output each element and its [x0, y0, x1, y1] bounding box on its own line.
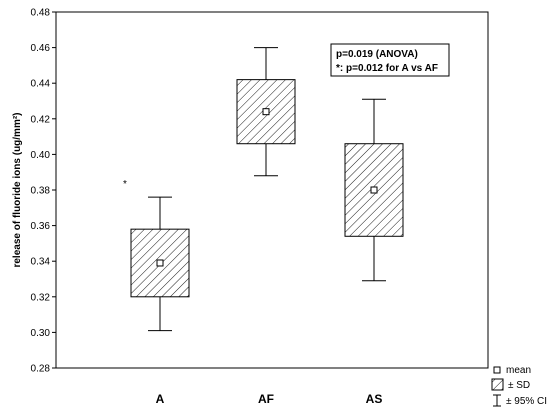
legend-sd-symbol [491, 378, 504, 391]
y-tick-label: 0.30 [31, 328, 51, 339]
mean-marker [156, 259, 164, 267]
box-group-as [344, 98, 404, 282]
category-label: A [156, 392, 165, 406]
y-tick-label: 0.46 [31, 43, 51, 54]
annotation-box: p=0.019 (ANOVA) *: p=0.012 for A vs AF [330, 43, 450, 77]
y-tick-label: 0.44 [31, 79, 51, 90]
legend: mean ± SD ± 95% CI [491, 365, 547, 407]
y-tick-label: 0.28 [31, 364, 51, 375]
y-tick-label: 0.38 [31, 186, 51, 197]
legend-mean-symbol [493, 366, 501, 374]
mean-marker [370, 186, 378, 194]
mean-marker [262, 108, 270, 116]
y-axis-title: release of fluoride ions (ug/mm²) [12, 112, 23, 267]
legend-ci-symbol [493, 394, 501, 407]
y-tick-label: 0.48 [31, 8, 51, 19]
legend-sd-label: ± SD [508, 380, 530, 391]
box-group-af [236, 47, 296, 177]
y-tick-label: 0.34 [31, 257, 51, 268]
annotation-anova: p=0.019 (ANOVA) [336, 49, 418, 60]
y-tick-label: 0.36 [31, 221, 51, 232]
y-tick-label: 0.40 [31, 150, 51, 161]
legend-mean-label: mean [506, 365, 531, 376]
y-axis-ticks: 0.28 0.30 0.32 0.34 0.36 0.38 0.40 0.42 0.44 0.46… [31, 8, 56, 375]
legend-ci-label: ± 95% CI [506, 396, 547, 407]
x-axis-categories: A AF AS [156, 392, 383, 406]
significance-marker: * [123, 179, 127, 190]
y-tick-label: 0.42 [31, 114, 51, 125]
box-group-a: * [123, 179, 190, 332]
annotation-a-vs-af: *: p=0.012 for A vs AF [336, 63, 438, 74]
category-label: AF [258, 392, 274, 406]
category-label: AS [366, 392, 383, 406]
y-tick-label: 0.32 [31, 292, 51, 303]
box-series: * [123, 47, 404, 332]
